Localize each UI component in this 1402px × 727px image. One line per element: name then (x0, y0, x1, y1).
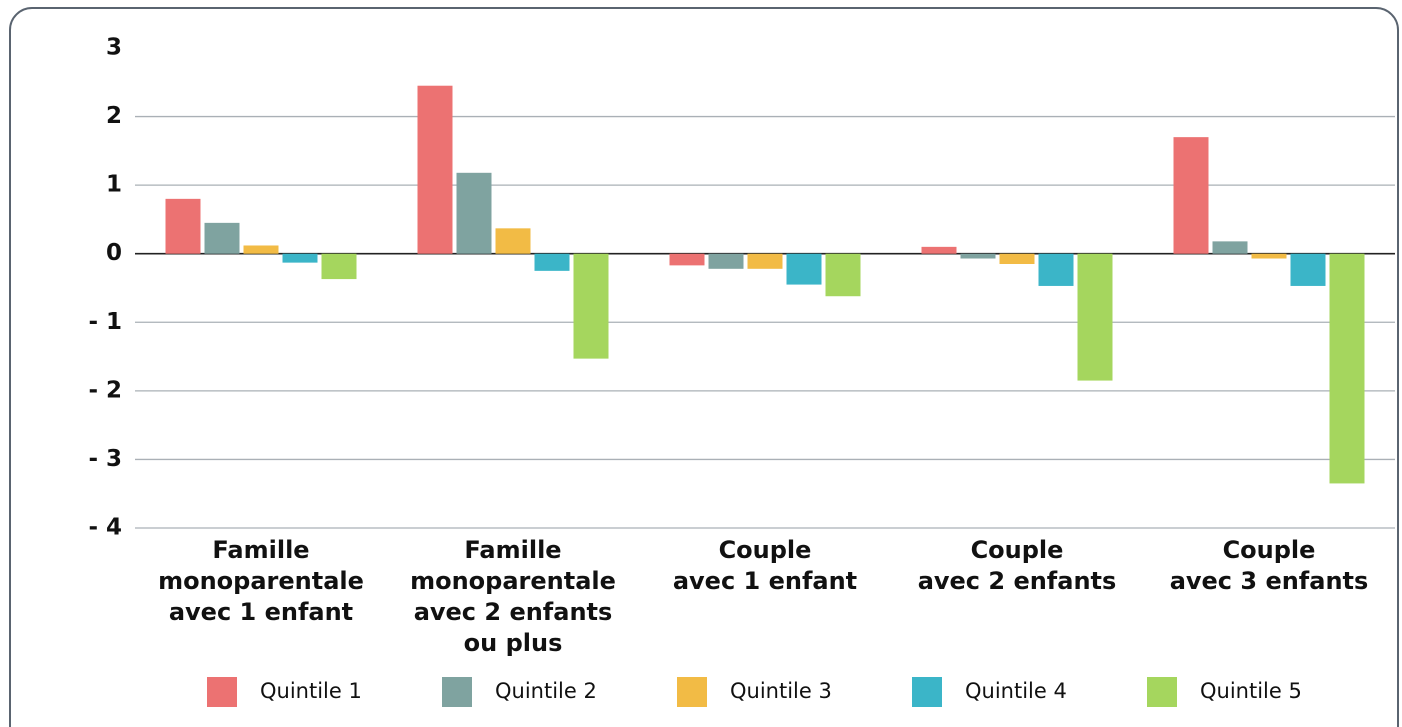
legend-swatch (912, 677, 942, 707)
bar (747, 253, 783, 269)
legend-label: Quintile 5 (1200, 679, 1302, 703)
x-tick-label: avec 2 enfants (918, 567, 1117, 595)
bar (243, 245, 279, 254)
bar (456, 172, 492, 254)
legend-swatch (442, 677, 472, 707)
y-tick-label: - 4 (88, 515, 122, 541)
bar (204, 222, 240, 254)
bar (165, 198, 201, 254)
bar (786, 253, 822, 285)
x-tick-label: monoparentale (158, 567, 364, 595)
x-tick-label: Famille (212, 536, 309, 564)
bar (1038, 253, 1074, 286)
y-tick-label: - 1 (88, 309, 122, 335)
legend-swatch (207, 677, 237, 707)
bar (999, 253, 1035, 264)
x-tick-label: monoparentale (410, 567, 616, 595)
x-tick-label: Couple (719, 536, 812, 564)
bar (573, 253, 609, 359)
bar (417, 85, 453, 254)
bar (495, 228, 531, 254)
bar (669, 253, 705, 266)
bar (1212, 241, 1248, 254)
bar (534, 253, 570, 271)
y-tick-label: - 3 (88, 446, 122, 472)
bar (1329, 253, 1365, 484)
y-tick-label: 3 (106, 35, 122, 61)
legend-label: Quintile 2 (495, 679, 597, 703)
frame (9, 7, 1399, 727)
x-tick-label: Couple (1223, 536, 1316, 564)
bar (960, 253, 996, 259)
bar (1077, 253, 1113, 381)
x-tick-label: avec 2 enfants (414, 598, 613, 626)
x-tick-label: Famille (464, 536, 561, 564)
bar (1173, 137, 1209, 254)
x-tick-label: Couple (971, 536, 1064, 564)
bar (321, 253, 357, 280)
x-tick-label: avec 1 enfant (673, 567, 857, 595)
legend-label: Quintile 3 (730, 679, 832, 703)
legend-swatch (1147, 677, 1177, 707)
bar (282, 253, 318, 263)
bar (921, 246, 957, 254)
y-tick-label: 2 (106, 103, 122, 129)
legend-label: Quintile 4 (965, 679, 1067, 703)
x-tick-label: avec 3 enfants (1170, 567, 1369, 595)
legend-label: Quintile 1 (260, 679, 362, 703)
y-tick-label: 0 (106, 240, 122, 266)
bar (825, 253, 861, 297)
legend-swatch (677, 677, 707, 707)
y-tick-label: - 2 (88, 377, 122, 403)
y-tick-label: 1 (106, 172, 122, 198)
x-tick-label: avec 1 enfant (169, 598, 353, 626)
bar (1251, 253, 1287, 259)
x-tick-label: ou plus (464, 629, 563, 657)
bar (1290, 253, 1326, 286)
bar (708, 253, 744, 269)
